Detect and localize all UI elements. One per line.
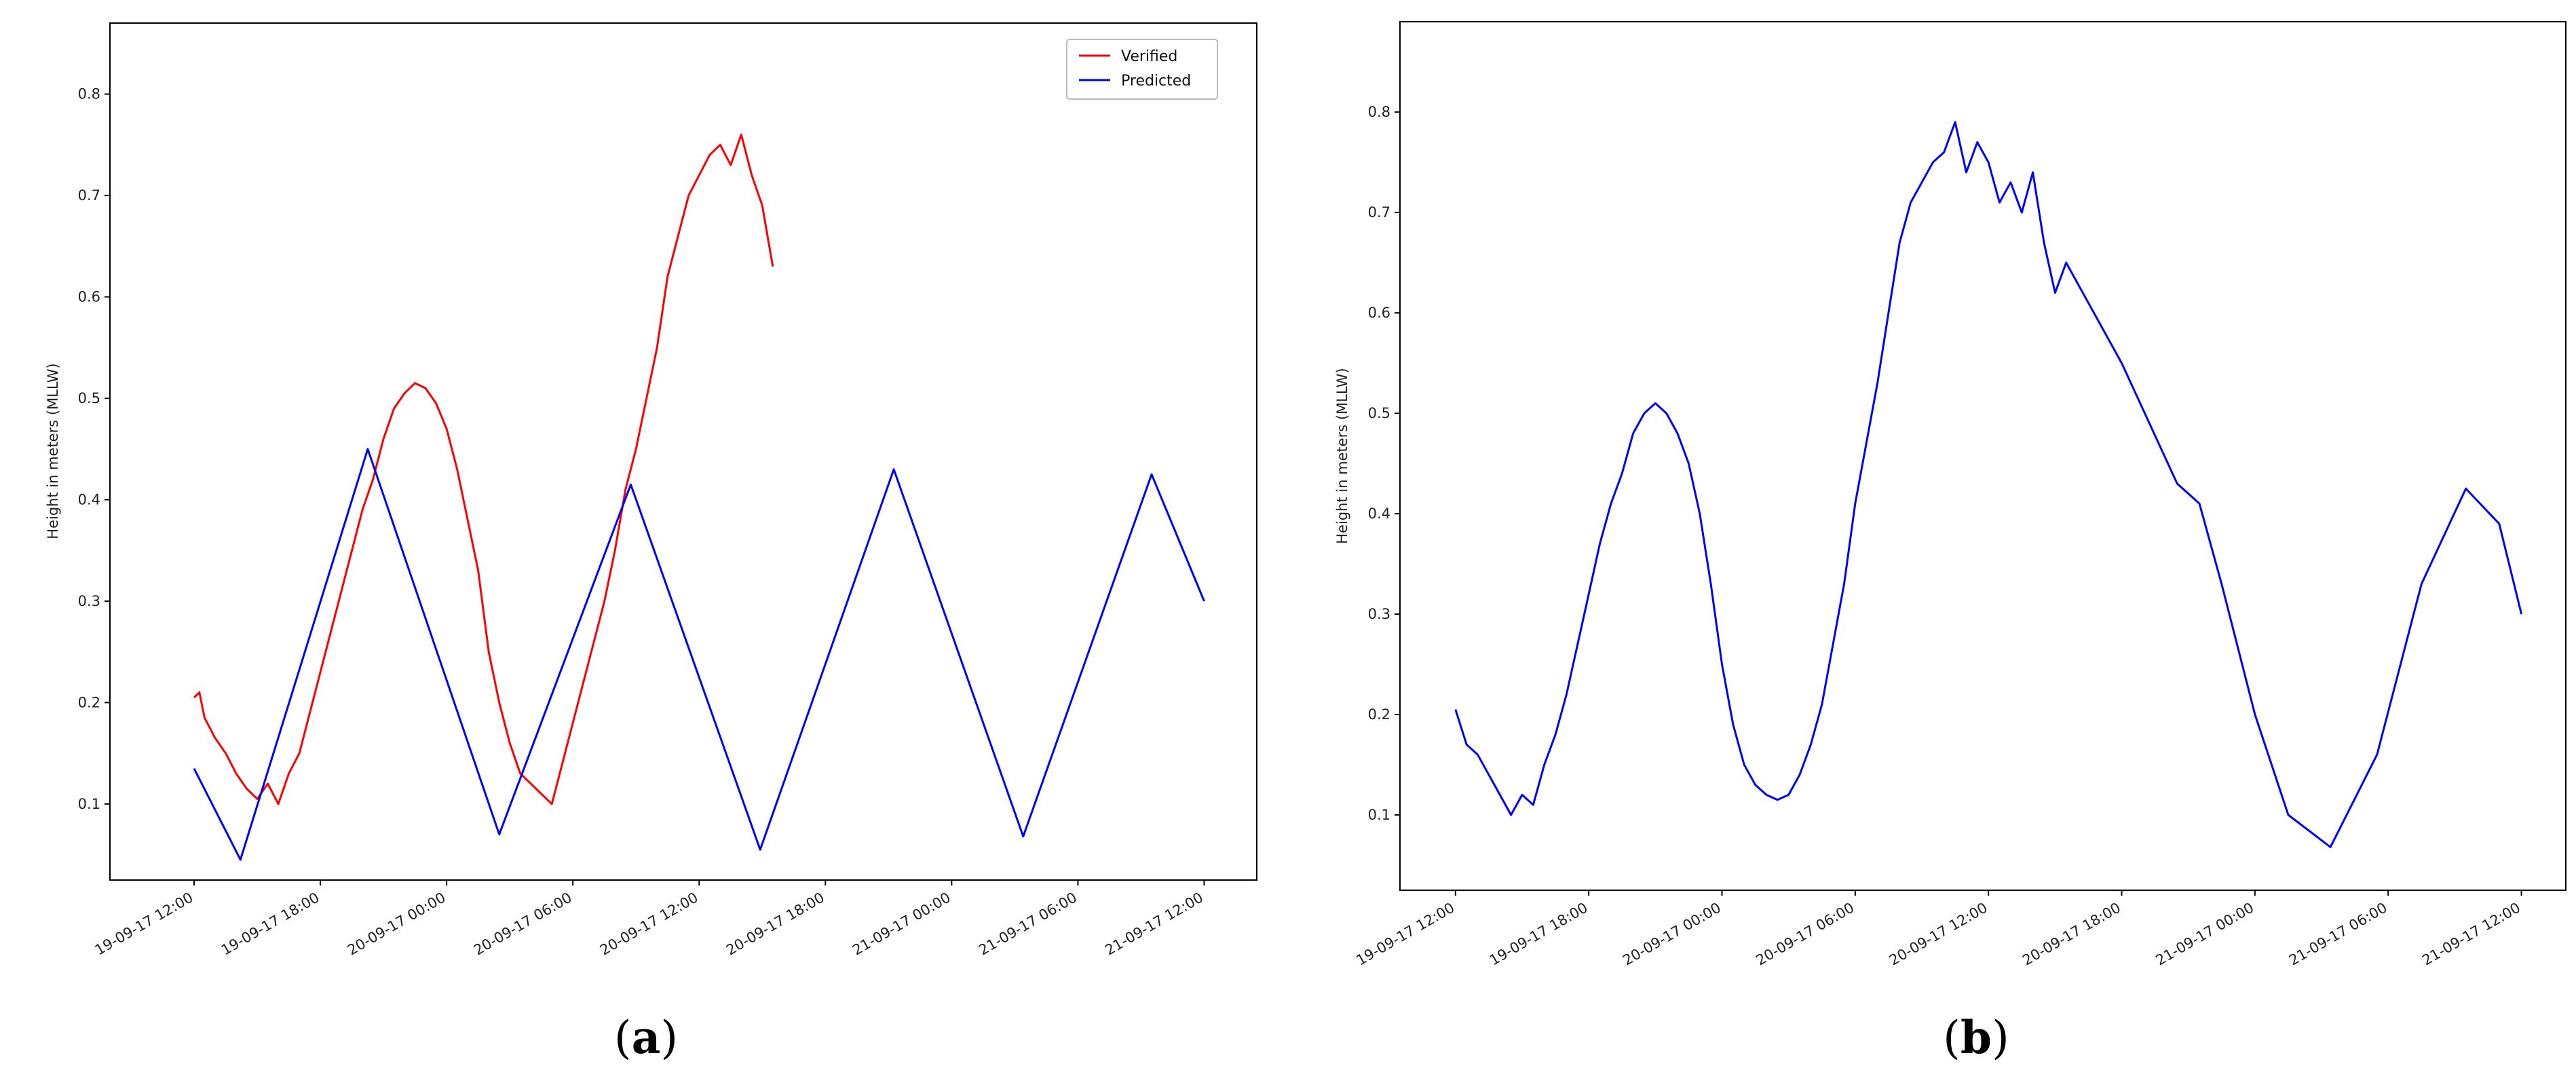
x-ticks-b: 19-09-17 12:00 19-09-17 18:00 20-09-17 00:… bbox=[1354, 890, 2523, 969]
y-tick-label: 0.5 bbox=[1368, 405, 1390, 421]
y-tick-label: 0.1 bbox=[78, 796, 100, 812]
x-tick-label: 20-09-17 06:00 bbox=[1754, 900, 1857, 969]
panel-b: Height in meters (MLLW) 0.10.20.30.40.50… bbox=[1334, 21, 2566, 1064]
plot-frame-a bbox=[109, 22, 1257, 881]
x-tick-label: 20-09-17 06:00 bbox=[471, 890, 575, 959]
x-tick-label: 19-09-17 12:00 bbox=[92, 890, 196, 959]
x-tick-label: 21-09-17 06:00 bbox=[976, 890, 1080, 959]
y-tick-label: 0.3 bbox=[78, 593, 100, 609]
x-tick-label: 20-09-17 00:00 bbox=[1620, 900, 1724, 969]
legend-box bbox=[1066, 39, 1218, 100]
y-tick-label: 0.3 bbox=[1368, 606, 1390, 622]
y-tick-label: 0.1 bbox=[1368, 807, 1390, 823]
panel-a: Height in meters (MLLW) 0.10.20.30.40.50… bbox=[45, 22, 1257, 1064]
x-tick-label: 21-09-17 12:00 bbox=[1102, 890, 1206, 959]
x-tick-label: 21-09-17 00:00 bbox=[850, 890, 953, 959]
x-tick-label: 20-09-17 18:00 bbox=[2020, 900, 2123, 969]
y-tick-label: 0.5 bbox=[78, 390, 100, 406]
y-ticks-a: 0.1 0.2 0.3 0.4 0.5 0.6 0.7 0.8 bbox=[78, 86, 110, 812]
x-tick-label: 21-09-17 06:00 bbox=[2286, 900, 2390, 969]
ylabel-a: Height in meters (MLLW) bbox=[45, 363, 61, 539]
x-tick-label: 20-09-17 00:00 bbox=[345, 890, 449, 959]
series-line-verified bbox=[193, 133, 774, 805]
y-tick-label: 0.4 bbox=[1368, 506, 1390, 522]
x-tick-label: 19-09-17 18:00 bbox=[219, 890, 322, 959]
legend-label-verified: Verified bbox=[1121, 48, 1177, 65]
series-line-predicted bbox=[193, 448, 1205, 861]
x-tick-label: 19-09-17 18:00 bbox=[1487, 900, 1591, 969]
y-ticks-b: 0.1 0.2 0.3 0.4 0.5 0.6 0.7 0.8 bbox=[1368, 104, 1400, 823]
y-tick-label: 0.2 bbox=[78, 694, 100, 710]
panel-caption-a: (a) bbox=[614, 1011, 678, 1064]
x-tick-label: 20-09-17 12:00 bbox=[597, 890, 701, 959]
y-tick-label: 0.8 bbox=[78, 86, 100, 102]
x-tick-label: 20-09-17 18:00 bbox=[723, 890, 827, 959]
plot-frame-b bbox=[1399, 21, 2566, 891]
legend: Verified Predicted bbox=[1066, 39, 1218, 100]
x-tick-label: 21-09-17 00:00 bbox=[2153, 900, 2257, 969]
x-tick-label: 20-09-17 12:00 bbox=[1887, 900, 1990, 969]
y-tick-label: 0.6 bbox=[1368, 305, 1390, 321]
y-tick-label: 0.8 bbox=[1368, 104, 1390, 120]
series-a bbox=[193, 133, 1205, 861]
ylabel-b: Height in meters (MLLW) bbox=[1334, 368, 1350, 544]
y-tick-label: 0.7 bbox=[1368, 204, 1390, 221]
y-tick-label: 0.6 bbox=[78, 289, 100, 305]
x-tick-label: 19-09-17 12:00 bbox=[1354, 900, 1458, 969]
y-tick-label: 0.7 bbox=[78, 187, 100, 204]
panel-caption-b: (b) bbox=[1943, 1011, 2009, 1064]
series-line-merged bbox=[1454, 121, 2523, 848]
y-tick-label: 0.2 bbox=[1368, 706, 1390, 723]
x-tick-label: 21-09-17 12:00 bbox=[2419, 900, 2523, 969]
legend-label-predicted: Predicted bbox=[1121, 73, 1191, 90]
series-b bbox=[1454, 121, 2523, 848]
x-ticks-a: 19-09-17 12:00 19-09-17 18:00 20-09-17 00:… bbox=[92, 880, 1206, 959]
y-tick-label: 0.4 bbox=[78, 491, 100, 508]
